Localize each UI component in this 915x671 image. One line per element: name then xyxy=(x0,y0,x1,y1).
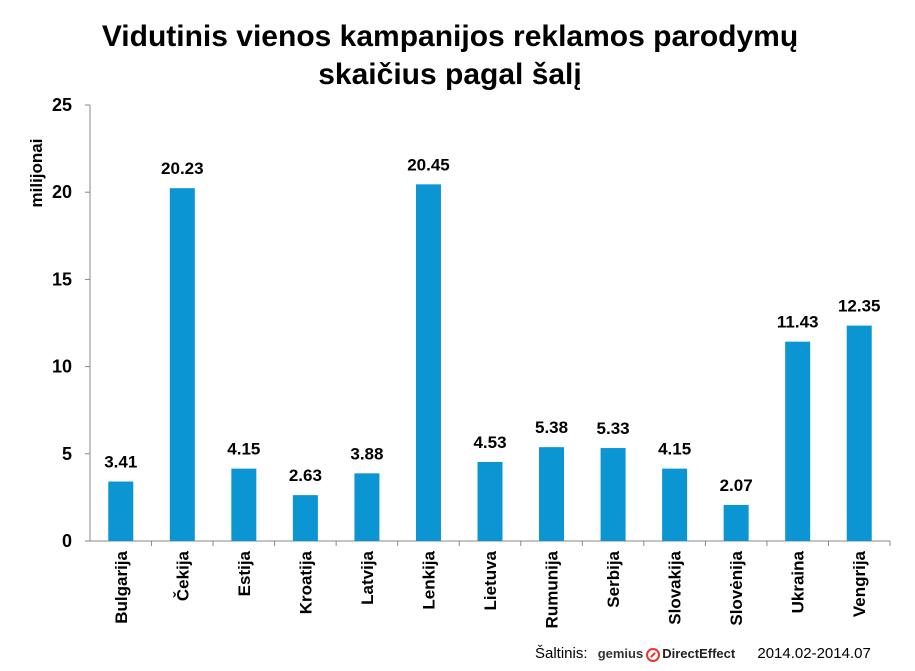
y-tick-label: 20 xyxy=(52,182,72,202)
y-tick-label: 15 xyxy=(52,269,72,289)
bar-value-label: 3.41 xyxy=(104,453,137,472)
bar xyxy=(169,188,195,542)
bar xyxy=(231,468,257,541)
bar-value-label: 5.38 xyxy=(535,418,568,437)
chart-title-line-2: skaičius pagal šalį xyxy=(318,58,582,91)
x-tick-label: Slovakija xyxy=(666,550,685,624)
y-tick-label: 25 xyxy=(52,95,72,115)
y-tick-label: 10 xyxy=(52,357,72,377)
logo-text-gemius: gemius xyxy=(597,646,644,662)
bar-value-label: 11.43 xyxy=(777,313,819,332)
x-tick-label: Čekija xyxy=(173,550,192,601)
bar-value-label: 4.15 xyxy=(658,440,691,459)
bar xyxy=(539,447,565,541)
bar xyxy=(600,448,626,541)
x-tick-label: Lenkija xyxy=(419,550,438,609)
bar-value-label: 2.63 xyxy=(289,466,322,485)
x-tick-label: Ukraina xyxy=(789,550,808,613)
logo-text-directeffect: DirectEffect xyxy=(662,646,736,662)
bar-value-label: 12.35 xyxy=(838,297,881,316)
x-tick-label: Serbija xyxy=(604,550,623,607)
bar xyxy=(785,341,811,541)
bar xyxy=(723,504,749,541)
bar xyxy=(662,468,688,541)
bar-value-label: 5.33 xyxy=(597,419,630,438)
bar xyxy=(846,325,872,541)
y-tick-label: 0 xyxy=(62,531,72,551)
x-tick-label: Lietuva xyxy=(481,550,500,610)
bar xyxy=(108,481,134,541)
x-tick-label: Kroatija xyxy=(296,550,315,614)
gemius-logo-icon xyxy=(646,647,661,662)
x-tick-label: Rumunija xyxy=(543,550,562,628)
chart-title: Vidutinis vienos kampanijos reklamos par… xyxy=(60,18,840,94)
bar xyxy=(477,461,503,541)
x-tick-label: Slovėnija xyxy=(727,550,746,625)
y-axis-title: milijonai xyxy=(27,139,46,208)
bar xyxy=(415,184,441,542)
source-label: Šaltinis: xyxy=(535,645,588,662)
bar-value-label: 3.88 xyxy=(350,444,383,463)
bar-value-label: 4.15 xyxy=(227,440,260,459)
gemius-directeffect-logo: gemius DirectEffect xyxy=(598,646,735,662)
chart-title-line-1: Vidutinis vienos kampanijos reklamos par… xyxy=(101,20,799,53)
bar xyxy=(292,495,318,541)
source-period: 2014.02-2014.07 xyxy=(757,645,871,662)
y-tick-label: 5 xyxy=(62,444,72,464)
bar-value-label: 20.45 xyxy=(407,155,450,174)
x-tick-label: Latvija xyxy=(358,550,377,604)
source-note: Šaltinis: gemius DirectEffect 2014.02-201… xyxy=(535,645,871,662)
bar-value-label: 4.53 xyxy=(473,433,506,452)
bar xyxy=(354,473,380,541)
x-tick-label: Estija xyxy=(235,550,254,596)
x-tick-label: Vengrija xyxy=(850,550,869,617)
bar-value-label: 20.23 xyxy=(161,159,204,178)
x-tick-label: Bulgarija xyxy=(112,550,131,623)
bar-value-label: 2.07 xyxy=(720,476,753,495)
